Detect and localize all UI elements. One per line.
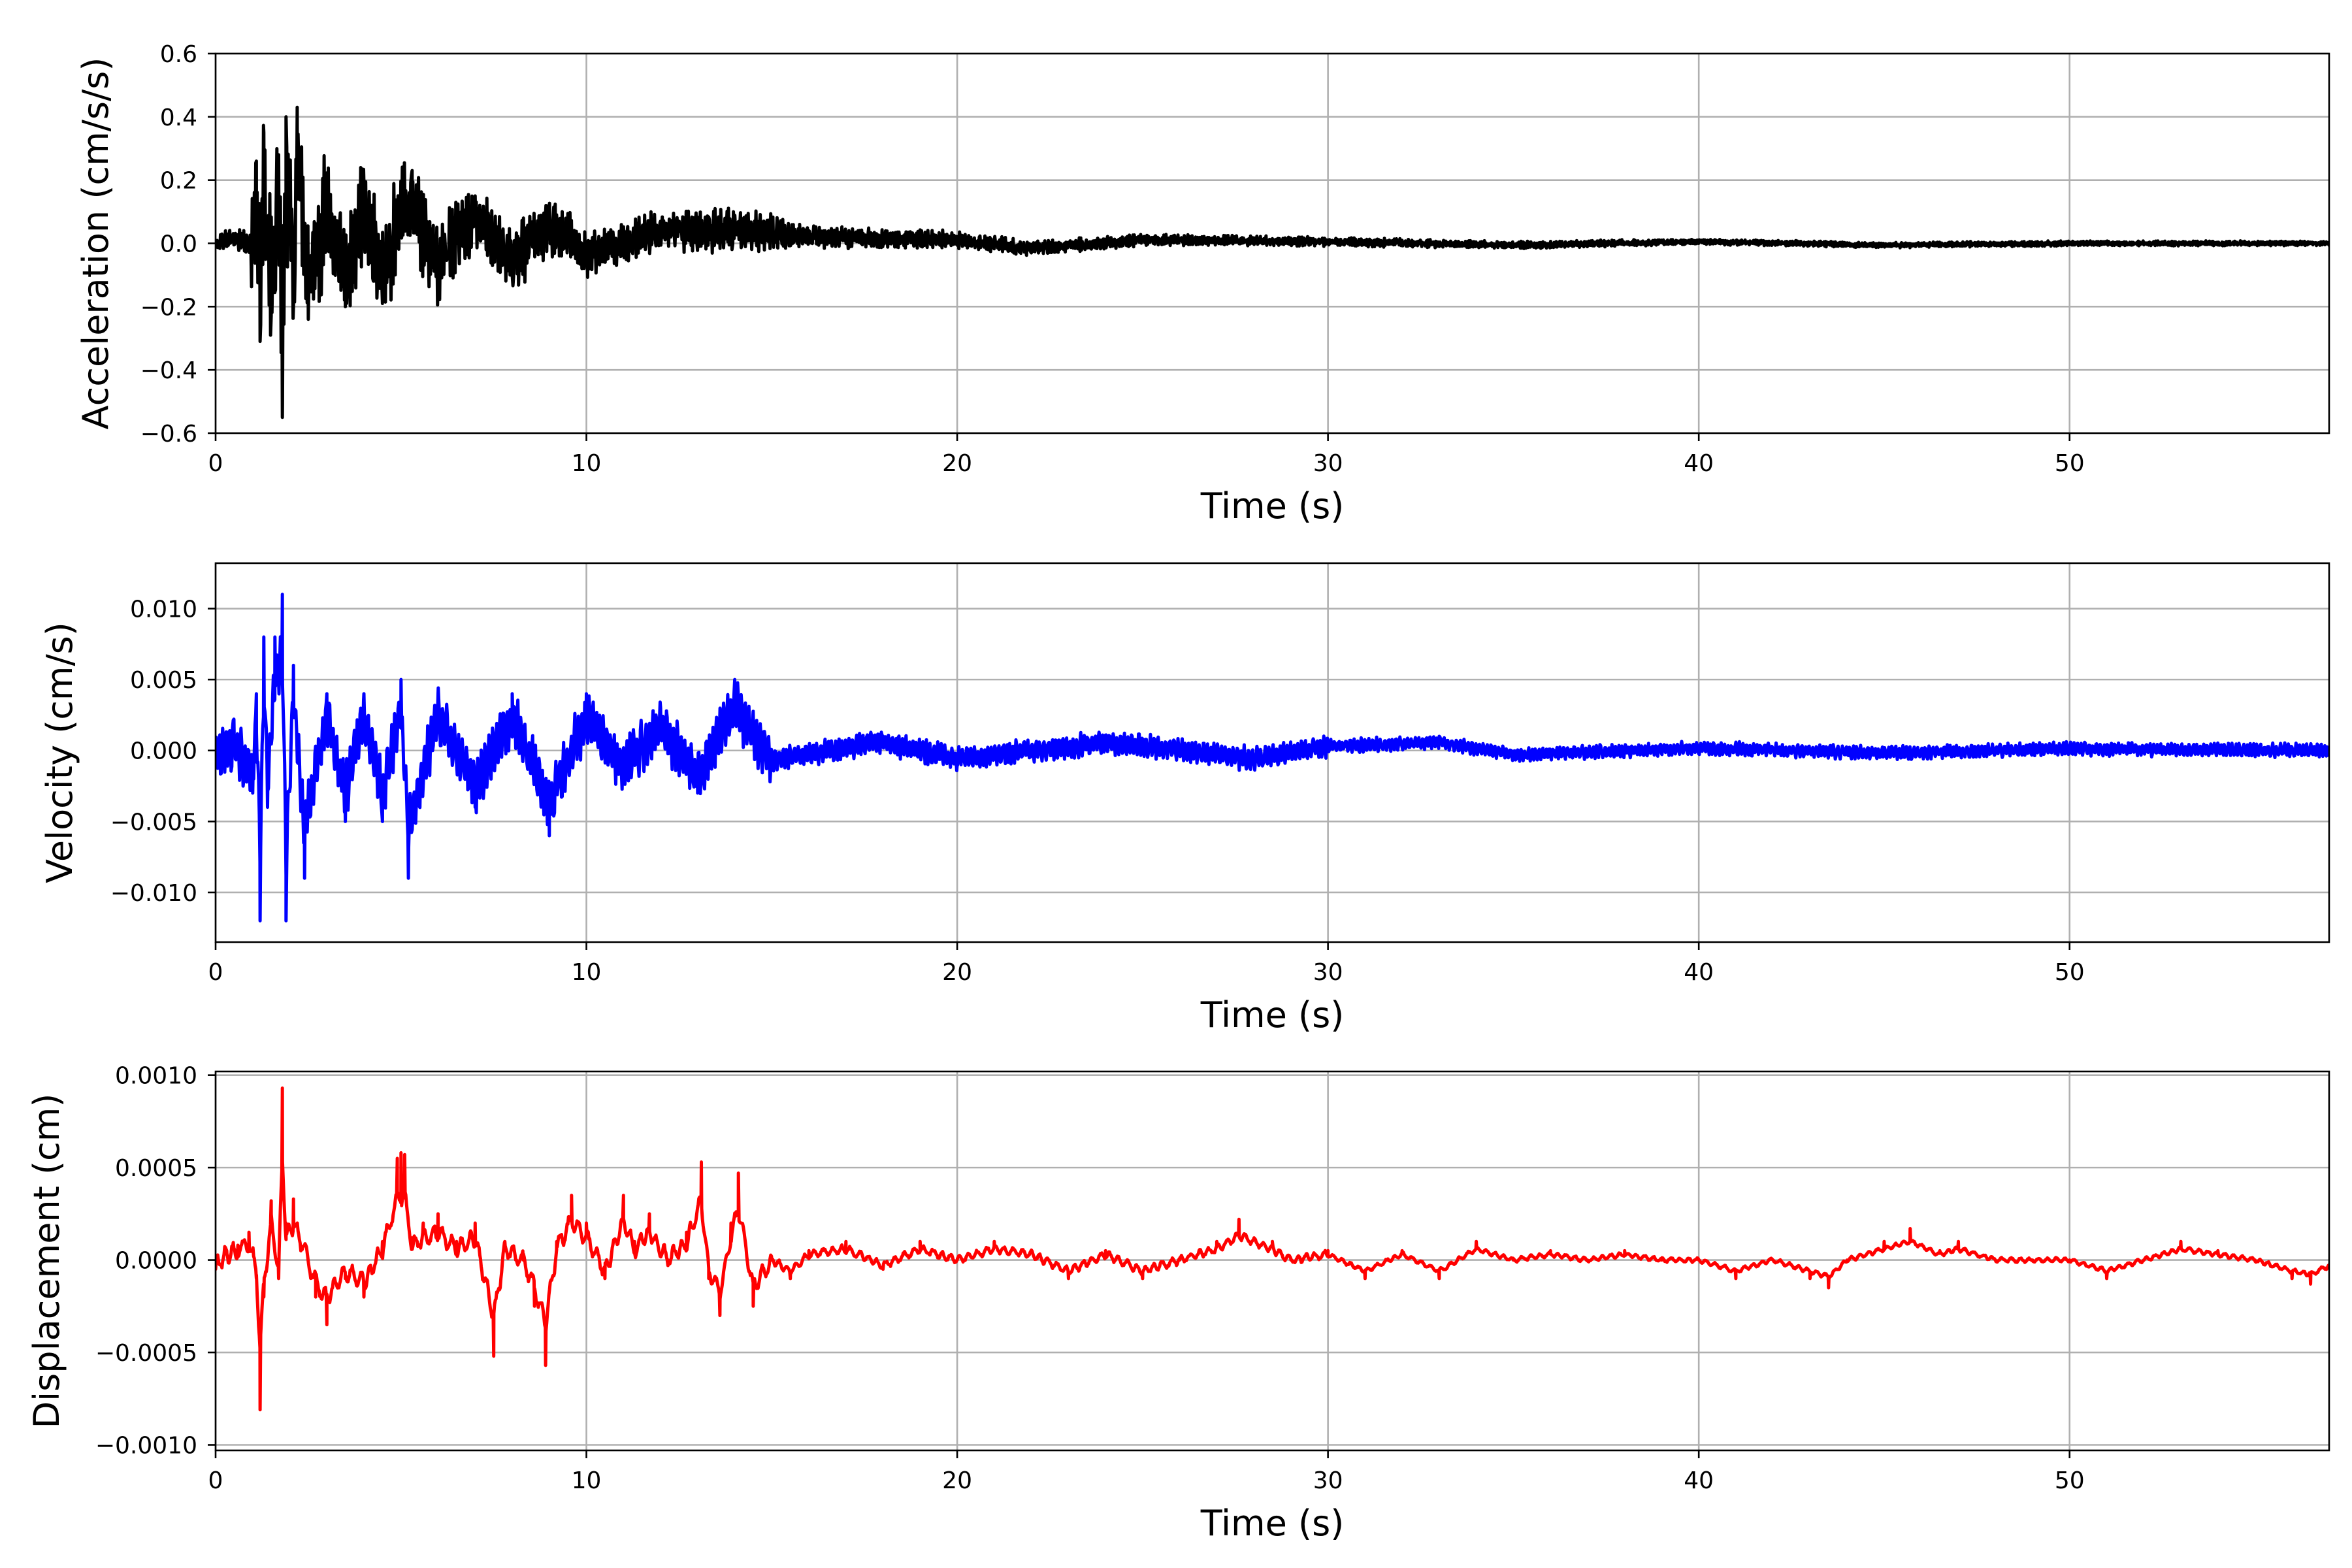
displacement-x-tick-label: 40 (1684, 1467, 1714, 1494)
displacement-y-axis-label: Displacement (cm) (26, 1094, 67, 1429)
velocity-y-tick-label: 0.010 (130, 596, 197, 623)
velocity-y-tick-label: −0.005 (110, 809, 197, 836)
acceleration-x-tick-label: 30 (1313, 450, 1343, 477)
velocity-x-tick-label: 50 (2055, 959, 2085, 986)
displacement-panel: 0 10 20 30 40 50 −0.0010 −0.0005 0.0000 0.0005 0.0… (26, 1063, 2330, 1544)
velocity-y-tick-label: −0.010 (110, 880, 197, 907)
acceleration-x-tick-label: 0 (208, 450, 223, 477)
acceleration-y-tick-label: −0.4 (140, 357, 197, 384)
acceleration-x-tick-label: 20 (942, 450, 972, 477)
displacement-y-tick-label: 0.0005 (115, 1155, 197, 1182)
acceleration-y-tick-label: −0.2 (140, 294, 197, 321)
displacement-x-tick-label: 30 (1313, 1467, 1343, 1494)
acceleration-y-tick-label: 0.6 (160, 41, 197, 68)
displacement-x-axis-label: Time (s) (1200, 1503, 1345, 1544)
displacement-y-tick-label: 0.0010 (115, 1063, 197, 1090)
displacement-series-line (216, 1086, 2329, 1412)
velocity-y-tick-label: 0.000 (130, 738, 197, 765)
acceleration-panel: 0 10 20 30 40 50 −0.6 −0.4 −0.2 0.0 0.2 0.4 0.6 Time … (75, 41, 2330, 527)
displacement-y-tick-label: −0.0005 (95, 1340, 197, 1367)
velocity-x-axis-label: Time (s) (1200, 994, 1345, 1036)
velocity-y-axis-label: Velocity (cm/s) (39, 622, 80, 883)
velocity-panel: 0 10 20 30 40 50 −0.010 −0.005 0.000 0.005 0.010 Ti… (39, 562, 2330, 1036)
velocity-series-line (216, 593, 2329, 923)
acceleration-x-axis-label: Time (s) (1200, 485, 1345, 527)
velocity-x-tick-label: 20 (942, 959, 972, 986)
acceleration-series-line (216, 105, 2329, 419)
displacement-y-tick-label: −0.0010 (95, 1433, 197, 1460)
displacement-x-tick-label: 20 (942, 1467, 972, 1494)
acceleration-x-tick-label: 40 (1684, 450, 1714, 477)
acceleration-y-axis-label: Acceleration (cm/s/s) (75, 57, 116, 430)
acceleration-x-tick-label: 50 (2055, 450, 2085, 477)
displacement-y-tick-label: 0.0000 (115, 1248, 197, 1275)
displacement-axes-frame (214, 1070, 2330, 1452)
displacement-x-tick-label: 10 (572, 1467, 602, 1494)
velocity-x-tick-label: 10 (572, 959, 602, 986)
acceleration-y-tick-label: 0.2 (160, 168, 197, 195)
acceleration-x-tick-label: 10 (572, 450, 602, 477)
acceleration-y-tick-label: −0.6 (140, 421, 197, 448)
acceleration-y-tick-label: 0.0 (160, 231, 197, 258)
velocity-axes-frame (214, 562, 2330, 943)
displacement-x-tick-label: 50 (2055, 1467, 2085, 1494)
velocity-x-tick-label: 0 (208, 959, 223, 986)
velocity-y-tick-label: 0.005 (130, 667, 197, 694)
displacement-x-tick-label: 0 (208, 1467, 223, 1494)
acceleration-y-tick-label: 0.4 (160, 105, 197, 131)
velocity-x-tick-label: 40 (1684, 959, 1714, 986)
velocity-x-tick-label: 30 (1313, 959, 1343, 986)
